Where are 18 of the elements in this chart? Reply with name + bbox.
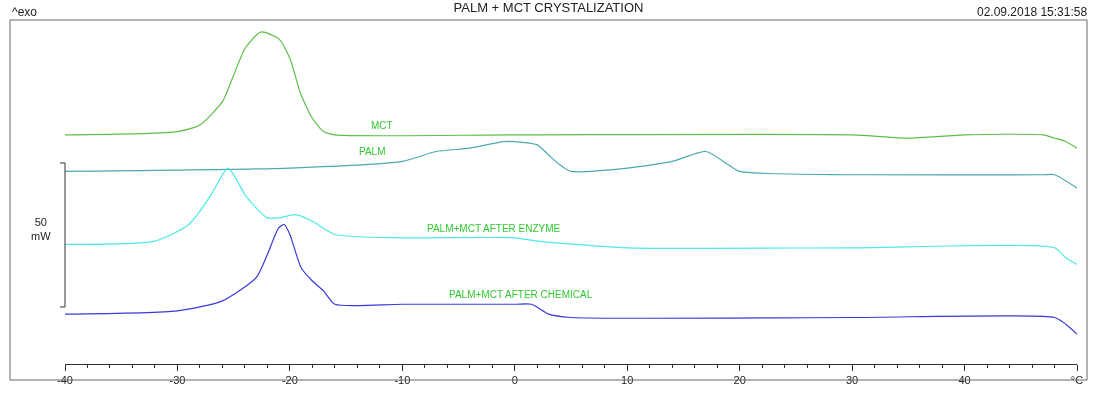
- x-tick-label: 20: [733, 374, 746, 387]
- series-label: PALM+MCT AFTER ENZYME: [427, 223, 561, 234]
- x-tick-label: -30: [169, 374, 186, 387]
- x-tick-label: 0: [511, 374, 518, 387]
- chart-title: PALM + MCT CRYSTALIZATION: [453, 0, 644, 16]
- text: 50 mW: [31, 216, 52, 243]
- series-label: PALM+MCT AFTER CHEMICAL: [449, 289, 593, 300]
- x-tick-label: 30: [845, 374, 859, 387]
- x-tick-label: 10: [621, 374, 634, 387]
- text: 02.09.2018 15:31:58: [977, 5, 1088, 19]
- text: ^exo: [12, 5, 38, 19]
- x-tick-label: -10: [394, 374, 411, 387]
- x-tick-label: 40: [958, 374, 971, 387]
- x-tick-label: -40: [57, 374, 73, 387]
- series-label: PALM: [359, 146, 386, 157]
- x-tick-label: °C: [1070, 374, 1084, 387]
- series-label: MCT: [371, 120, 393, 131]
- x-tick-label: -20: [281, 374, 298, 387]
